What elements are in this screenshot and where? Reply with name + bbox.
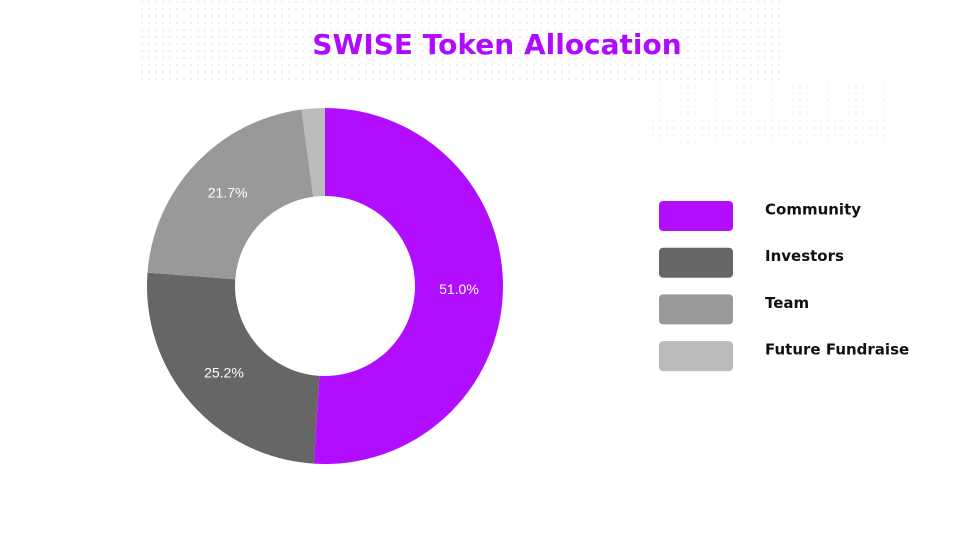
slice-label: 25.2% <box>204 365 244 381</box>
donut: 51.0% 25.2% 21.7% <box>146 108 504 464</box>
legend-label: Team <box>765 294 809 312</box>
donut-slice <box>146 272 320 464</box>
legend: Community Investors Team Future Fundraise <box>659 201 909 372</box>
slice-label: 51.0% <box>439 281 479 297</box>
legend-label: Community <box>765 201 861 219</box>
legend-swatch <box>659 201 733 231</box>
background-dots <box>650 85 890 145</box>
legend-swatch <box>659 247 733 278</box>
slice-label: 21.7% <box>208 185 248 201</box>
donut-slice <box>147 109 314 280</box>
background-dots <box>140 0 780 85</box>
legend-label: Investors <box>765 247 844 265</box>
legend-label: Future Fundraise <box>765 341 909 359</box>
donut-slice <box>301 108 325 197</box>
chart-title: SWISE Token Allocation <box>312 28 681 61</box>
legend-swatch <box>659 341 733 372</box>
donut-slice <box>313 108 504 464</box>
legend-swatch <box>659 294 733 325</box>
